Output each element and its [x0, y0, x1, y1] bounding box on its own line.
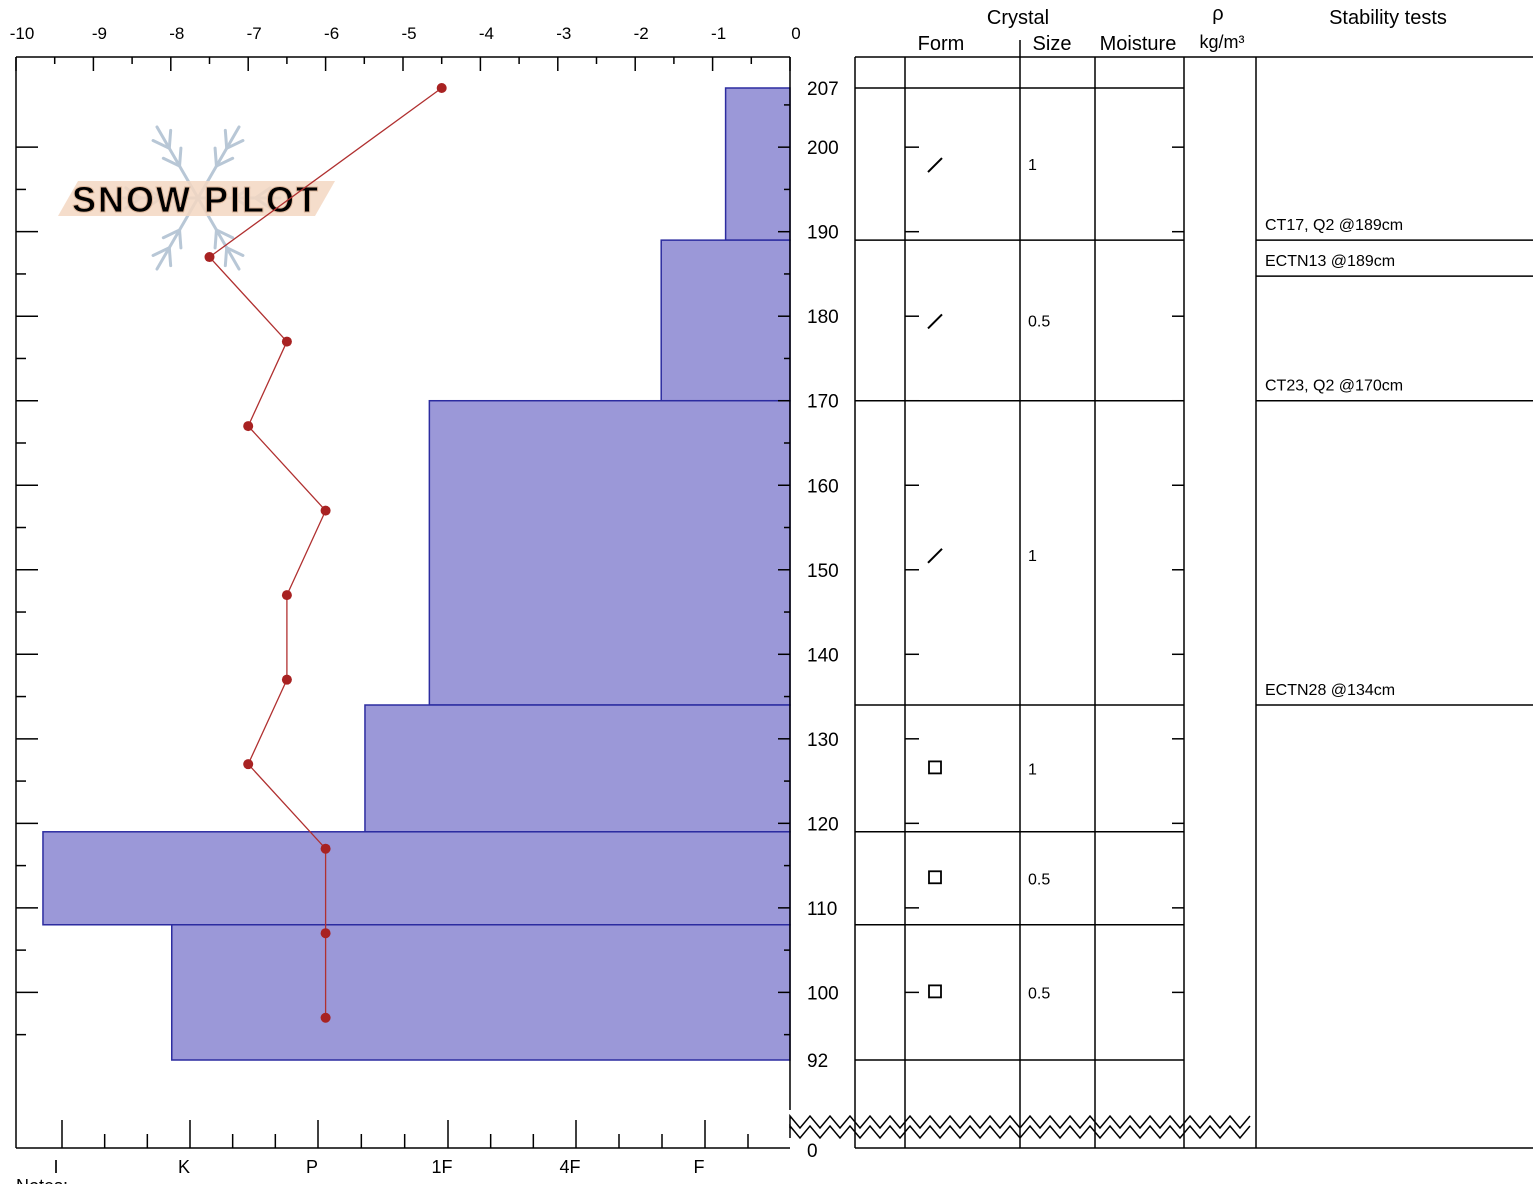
hardness-bar-5 — [171, 924, 791, 1061]
height-label: 92 — [807, 1051, 828, 1072]
layer-table: Crystal Form Size Moisture ρ kg/m³ Stability t… — [854, 3, 1533, 1149]
size-value: 0.5 — [1028, 313, 1050, 330]
form-square-icon — [928, 760, 942, 775]
temperature-point — [281, 590, 292, 601]
height-label: 170 — [807, 392, 839, 413]
hardness-bar-0 — [724, 87, 791, 241]
hardness-tick-label: I — [53, 1157, 58, 1177]
height-label: 190 — [807, 223, 839, 244]
height-label: 100 — [807, 983, 839, 1004]
size-header: Size — [1033, 33, 1072, 55]
size-value: 1 — [1028, 548, 1037, 565]
temperature-point — [320, 505, 331, 516]
hardness-tick-label: F — [694, 1157, 705, 1177]
hardness-bar-1 — [660, 239, 791, 402]
temp-tick-label: -10 — [10, 24, 35, 43]
form-header: Form — [918, 33, 965, 55]
stability-test-label: ECTN13 @189cm — [1265, 253, 1395, 270]
density-unit-header: kg/m³ — [1200, 32, 1245, 52]
zigzag-break — [789, 1113, 1251, 1130]
form-slash-icon — [927, 157, 943, 173]
hardness-bar-4 — [42, 831, 791, 926]
density-header: ρ — [1212, 3, 1223, 25]
stability-test-label: CT17, Q2 @189cm — [1265, 217, 1403, 234]
height-axis: 207 200 190 180 170 160 150 140 130 120 110 100 92 0 — [16, 79, 839, 1162]
stability-test-label: ECTN28 @134cm — [1265, 682, 1395, 699]
temperature-axis: -10 -9 -8 -7 -6 -5 -4 -3 -2 -1 0 — [10, 24, 801, 71]
hardness-tick-label: 4F — [559, 1157, 580, 1177]
height-label: 120 — [807, 814, 839, 835]
hardness-bar-2 — [428, 399, 791, 706]
snow-pilot-watermark: SNOW PILOT — [58, 125, 335, 271]
watermark-text: SNOW PILOT — [72, 179, 320, 220]
form-square-icon — [928, 870, 942, 885]
crystal-header: Crystal — [987, 7, 1049, 29]
temp-tick-label: -2 — [634, 24, 649, 43]
notes-label: Notes: — [16, 1176, 68, 1184]
form-slash-icon — [927, 313, 943, 330]
stability-header: Stability tests — [1329, 7, 1447, 29]
temp-tick-label: 0 — [791, 24, 800, 43]
height-label: 130 — [807, 730, 839, 751]
temperature-point — [243, 421, 254, 432]
height-label: 207 — [807, 79, 839, 100]
height-label: 160 — [807, 476, 839, 497]
temperature-profile — [204, 83, 447, 1023]
temperature-point — [204, 252, 215, 263]
size-value: 0.5 — [1028, 985, 1050, 1002]
height-label: 150 — [807, 561, 839, 582]
watermark-band — [58, 181, 335, 216]
temperature-point — [320, 843, 331, 854]
size-value: 0.5 — [1028, 871, 1050, 888]
form-slash-icon — [927, 548, 943, 564]
temp-tick-label: -8 — [169, 24, 184, 43]
temperature-point — [436, 83, 447, 93]
size-value: 1 — [1028, 761, 1037, 778]
hardness-tick-label: 1F — [431, 1157, 452, 1177]
hardness-bar-3 — [364, 704, 791, 833]
form-square-icon — [928, 984, 942, 999]
height-label: 180 — [807, 307, 839, 328]
temp-tick-label: -6 — [324, 24, 339, 43]
stability-test-label: CT23, Q2 @170cm — [1265, 378, 1403, 395]
height-label: 200 — [807, 138, 839, 159]
temp-tick-label: -4 — [479, 24, 494, 43]
temp-tick-label: -9 — [92, 24, 107, 43]
size-value: 1 — [1028, 157, 1037, 174]
temperature-point — [281, 674, 292, 685]
temp-tick-label: -1 — [711, 24, 726, 43]
temp-tick-label: -3 — [556, 24, 571, 43]
height-label: 110 — [807, 899, 837, 920]
hardness-tick-label: P — [306, 1157, 318, 1177]
zigzag-break-lower — [789, 1123, 1251, 1140]
moisture-header: Moisture — [1100, 33, 1177, 55]
hardness-tick-label: K — [178, 1157, 190, 1177]
hardness-axis: I K P 1F 4F F — [53, 1120, 749, 1177]
temp-tick-label: -7 — [247, 24, 262, 43]
temperature-point — [320, 1012, 331, 1023]
temperature-point — [281, 336, 292, 347]
temp-tick-label: -5 — [401, 24, 416, 43]
hardness-bars — [42, 87, 791, 1061]
temperature-point — [243, 759, 254, 770]
height-label: 0 — [807, 1141, 818, 1162]
height-label: 140 — [807, 645, 839, 666]
temperature-point — [320, 928, 331, 939]
